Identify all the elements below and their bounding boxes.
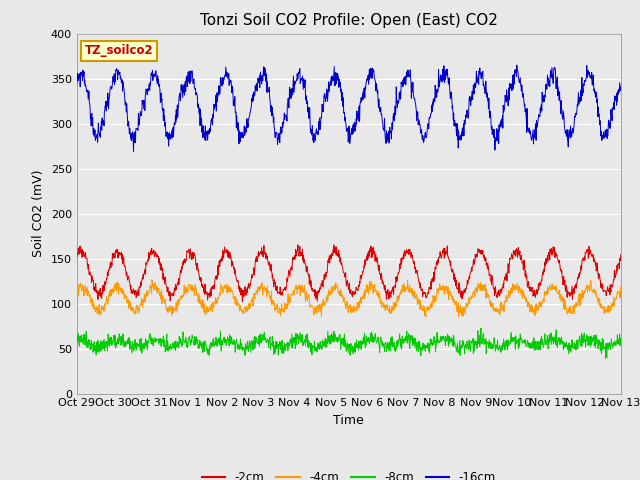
Legend: -2cm, -4cm, -8cm, -16cm: -2cm, -4cm, -8cm, -16cm [197,466,500,480]
X-axis label: Time: Time [333,414,364,427]
Text: TZ_soilco2: TZ_soilco2 [85,44,154,58]
Y-axis label: Soil CO2 (mV): Soil CO2 (mV) [32,170,45,257]
Title: Tonzi Soil CO2 Profile: Open (East) CO2: Tonzi Soil CO2 Profile: Open (East) CO2 [200,13,498,28]
